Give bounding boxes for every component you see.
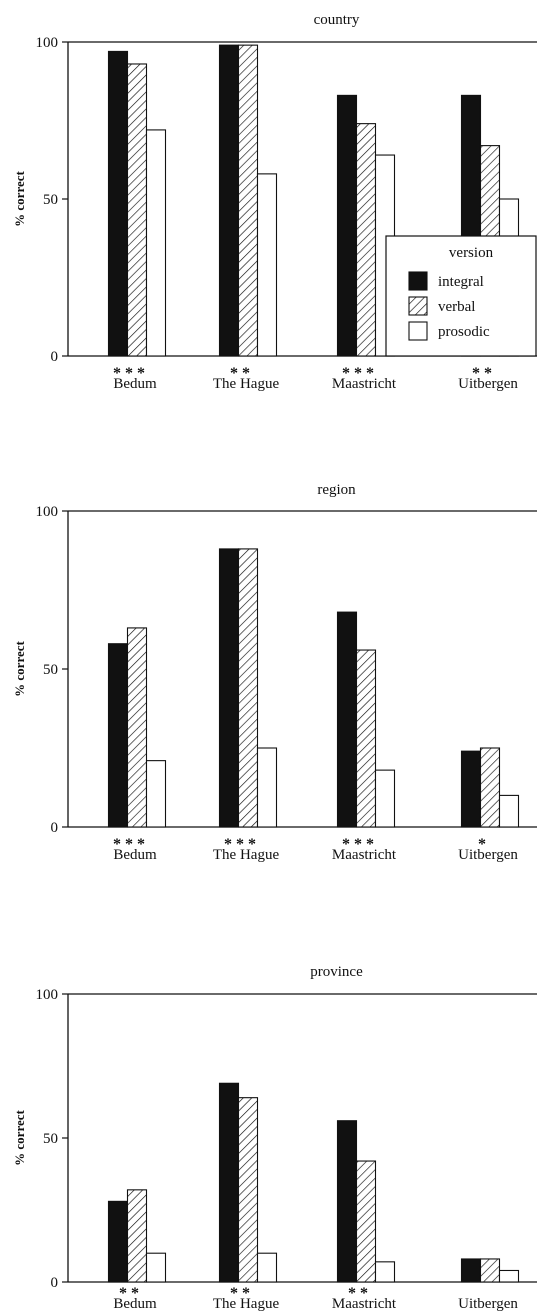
integral-bar — [460, 750, 482, 828]
y-tick-label: 100 — [36, 987, 59, 1003]
panel-title: country — [314, 12, 360, 28]
integral-bar — [218, 44, 240, 357]
category-label: Bedum — [113, 847, 157, 863]
category-label: Bedum — [113, 376, 157, 392]
integral-bar — [336, 611, 358, 828]
y-tick-label: 50 — [43, 1131, 58, 1147]
legend-swatch-integral — [408, 271, 428, 291]
verbal-bar — [126, 1189, 148, 1283]
significance-marker: * * * — [113, 365, 145, 382]
prosodic-bar — [374, 769, 396, 828]
integral-bar — [336, 1120, 358, 1283]
integral-bar — [107, 50, 129, 357]
significance-marker: * * — [348, 1285, 368, 1302]
significance-marker: * * * — [113, 836, 145, 853]
significance-marker: * — [478, 836, 486, 853]
significance-marker: * * * — [342, 365, 374, 382]
significance-marker: * * — [230, 365, 250, 382]
significance-marker: * * — [230, 1285, 250, 1302]
verbal-bar — [126, 63, 148, 357]
prosodic-bar — [256, 747, 278, 828]
y-tick-label: 100 — [36, 35, 59, 51]
significance-marker: * * * — [224, 836, 256, 853]
verbal-bar — [237, 548, 259, 828]
prosodic-bar — [256, 173, 278, 357]
prosodic-bar — [145, 1252, 167, 1283]
prosodic-bar — [145, 129, 167, 357]
category-label: The Hague — [213, 1296, 280, 1312]
legend-label-integral: integral — [438, 274, 484, 290]
integral-bar — [218, 548, 240, 828]
integral-bar — [336, 94, 358, 357]
y-tick-label: 50 — [43, 192, 58, 208]
legend-title: version — [449, 245, 494, 261]
significance-marker: * * — [119, 1285, 139, 1302]
prosodic-bar — [498, 794, 520, 828]
y-axis-label: % correct — [12, 1109, 27, 1165]
verbal-bar — [237, 44, 259, 357]
legend-swatch-prosodic — [408, 321, 428, 341]
prosodic-bar — [498, 1269, 520, 1283]
verbal-bar — [479, 1258, 501, 1283]
y-tick-label: 0 — [51, 820, 59, 836]
y-tick-label: 100 — [36, 504, 59, 520]
y-tick-label: 0 — [51, 349, 59, 365]
integral-bar — [218, 1082, 240, 1283]
y-tick-label: 0 — [51, 1275, 59, 1291]
prosodic-bar — [256, 1252, 278, 1283]
integral-bar — [107, 643, 129, 828]
verbal-bar — [479, 747, 501, 828]
category-label: Uitbergen — [458, 376, 518, 392]
legend-label-verbal: verbal — [438, 299, 475, 315]
verbal-bar — [355, 1160, 377, 1283]
category-label: Uitbergen — [458, 1296, 518, 1312]
category-label: Maastricht — [332, 1296, 397, 1312]
verbal-bar — [237, 1097, 259, 1283]
category-label: Bedum — [113, 1296, 157, 1312]
prosodic-bar — [145, 760, 167, 828]
y-axis-label: % correct — [12, 640, 27, 696]
verbal-bar — [355, 123, 377, 357]
integral-bar — [460, 1258, 482, 1283]
panel-title: province — [310, 964, 363, 980]
significance-marker: * * * — [342, 836, 374, 853]
category-label: The Hague — [213, 847, 280, 863]
significance-marker: * * — [472, 365, 492, 382]
category-label: Maastricht — [332, 847, 397, 863]
category-label: Uitbergen — [458, 847, 518, 863]
category-label: The Hague — [213, 376, 280, 392]
y-axis-label: % correct — [12, 170, 27, 226]
y-tick-label: 50 — [43, 662, 58, 678]
category-label: Maastricht — [332, 376, 397, 392]
verbal-bar — [126, 627, 148, 828]
panel-title: region — [317, 482, 356, 498]
prosodic-bar — [374, 1261, 396, 1283]
legend-swatch-verbal — [408, 296, 428, 316]
legend-label-prosodic: prosodic — [438, 324, 490, 340]
legend: version integral verbal prosodic — [385, 235, 537, 357]
integral-bar — [107, 1200, 129, 1283]
verbal-bar — [355, 649, 377, 828]
